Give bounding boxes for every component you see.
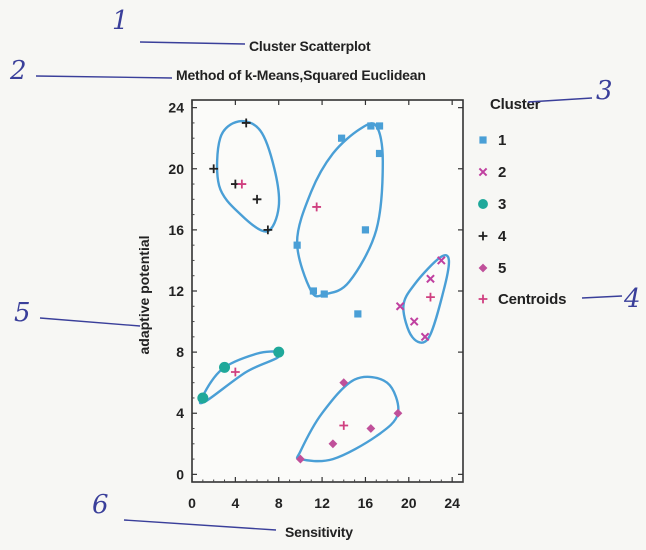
y-tick-label: 4 [176,405,184,421]
annotation-line-5 [39,317,141,327]
y-tick-label: 16 [168,222,184,238]
legend-symbol [478,167,488,177]
legend-marker-5 [478,263,488,273]
legend-title: Cluster [490,96,541,113]
point-cluster-centroids [339,421,349,430]
legend-item-3: 3 [476,196,586,214]
point-cluster-1 [375,122,384,130]
point-cluster-3 [273,346,285,358]
point-cluster-4 [209,164,219,174]
x-tick-label: 12 [314,495,330,511]
x-tick-label: 20 [401,495,417,511]
x-tick-label: 8 [275,495,283,511]
point-cluster-3 [197,392,209,404]
legend-symbol [478,199,488,209]
annotation-3: 3 [596,76,613,106]
legend-label: 3 [498,196,507,213]
point-cluster-1 [361,226,370,234]
x-tick-label: 16 [358,495,374,511]
chart-title: Cluster Scatterplot [249,38,371,54]
point-cluster-4 [252,194,262,204]
annotation-line-4 [581,295,623,299]
legend-label: 5 [498,260,507,277]
cluster-outline-1 [215,119,281,233]
point-cluster-centroids [237,179,247,189]
point-cluster-1 [354,310,362,318]
legend-marker-centroids [478,294,488,304]
annotation-6: 6 [92,490,109,520]
point-cluster-1 [367,122,375,130]
x-tick-label: 0 [188,495,196,511]
legend-item-2: 2 [476,164,586,182]
legend-symbol [478,294,488,304]
legend-label: 2 [498,164,507,181]
annotation-line-2 [35,75,173,79]
x-axis-label: Sensitivity [285,524,353,540]
point-cluster-2 [420,332,430,342]
point-cluster-2 [409,317,419,326]
legend-item-centroids: Centroids [476,291,586,309]
legend-symbol [479,136,487,144]
point-cluster-1 [309,287,318,295]
point-cluster-4 [241,118,251,128]
annotation-line-6 [123,519,277,531]
annotation-4: 4 [624,284,641,314]
legend-item-5: 5 [476,260,586,278]
legend-marker-1 [479,136,487,144]
x-tick-label: 24 [444,495,460,511]
point-cluster-5 [339,378,349,388]
legend-label: 1 [498,132,507,149]
chart-subtitle: Method of k-Means,Squared Euclidean [176,67,426,83]
cluster-outline-5 [295,375,400,463]
legend-marker-4 [478,231,488,241]
point-cluster-centroids [230,367,240,377]
point-cluster-4 [263,225,273,235]
legend-symbol [478,231,488,241]
y-tick-label: 24 [168,100,184,116]
annotation-1: 1 [112,6,129,36]
annotation-2: 2 [10,56,27,86]
point-cluster-3 [219,361,231,373]
y-tick-label: 20 [168,161,184,177]
point-cluster-2 [426,274,435,284]
legend-marker-3 [478,199,488,209]
legend-item-4: 4 [476,228,586,246]
point-cluster-5 [328,439,338,449]
cluster-outline-3 [402,254,451,344]
point-cluster-centroids [312,202,322,212]
point-cluster-5 [296,454,305,464]
x-tick-label: 4 [231,495,239,511]
y-tick-label: 8 [176,344,184,360]
point-cluster-1 [320,290,328,298]
annotation-5: 5 [14,298,31,328]
annotation-line-1 [139,41,246,45]
point-cluster-2 [437,256,446,265]
legend-item-1: 1 [476,132,586,150]
point-cluster-1 [375,149,384,158]
y-tick-label: 12 [168,283,184,299]
point-cluster-1 [293,241,301,249]
point-cluster-centroids [426,292,435,302]
point-cluster-5 [366,424,376,433]
annotation-line-3 [527,97,593,103]
point-cluster-2 [395,301,405,311]
y-tick-label: 0 [176,466,184,482]
legend-label: 4 [498,228,507,245]
point-cluster-1 [337,134,346,142]
point-cluster-5 [393,408,403,418]
legend-label: Centroids [498,291,567,308]
legend-marker-2 [478,167,488,177]
